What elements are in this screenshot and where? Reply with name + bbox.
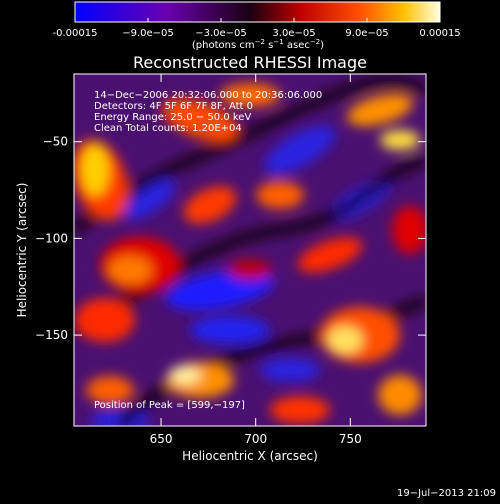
colorbar <box>74 1 441 23</box>
colorbar-ticks: -0.00015 −9.0e−05 −3.0e−05 3.0e−05 9.0e−05 0.… <box>53 18 461 39</box>
colorbar-tick-label: −3.0e−05 <box>195 28 247 39</box>
x-axis-label: Heliocentric X (arcsec) <box>182 449 318 463</box>
colorbar-tick-label: 0.00015 <box>419 28 460 39</box>
peak-position-label: Position of Peak = [599,−197] <box>94 400 245 411</box>
info-counts: Clean Total counts: 1.20E+04 <box>94 123 242 134</box>
y-tick-label: −100 <box>35 231 68 245</box>
y-tick-label: −150 <box>35 328 68 342</box>
y-axis-ticks: −50 −100 −150 <box>35 135 426 342</box>
info-detectors: Detectors: 4F 5F 6F 7F 8F, Att 0 <box>94 101 253 112</box>
y-axis-label: Heliocentric Y (arcsec) <box>15 183 29 318</box>
plot-frame <box>73 73 427 427</box>
observation-info: 14−Dec−2006 20:32:06.000 to 20:36:06.000… <box>94 90 322 134</box>
image-map <box>74 74 426 426</box>
colorbar-units: (photons cm−2 s−1 asec−2) <box>192 38 324 51</box>
colorbar-tick-label: −9.0e−05 <box>122 28 174 39</box>
plot-timestamp: 19−Jul−2013 21:09 <box>397 488 496 499</box>
info-energy-range: Energy Range: 25.0 − 50.0 keV <box>94 112 251 123</box>
colorbar-tick-label: -0.00015 <box>53 28 98 39</box>
x-tick-label: 650 <box>150 432 173 446</box>
x-tick-label: 700 <box>244 432 267 446</box>
x-tick-label: 750 <box>339 432 362 446</box>
chart-title: Reconstructed RHESSI Image <box>133 53 367 72</box>
x-axis-ticks: 650 700 750 <box>150 74 362 446</box>
y-tick-label: −50 <box>43 135 68 149</box>
colorbar-tick-label: 9.0e−05 <box>345 28 388 39</box>
info-time-range: 14−Dec−2006 20:32:06.000 to 20:36:06.000 <box>94 90 322 101</box>
colorbar-tick-label: 3.0e−05 <box>272 28 315 39</box>
